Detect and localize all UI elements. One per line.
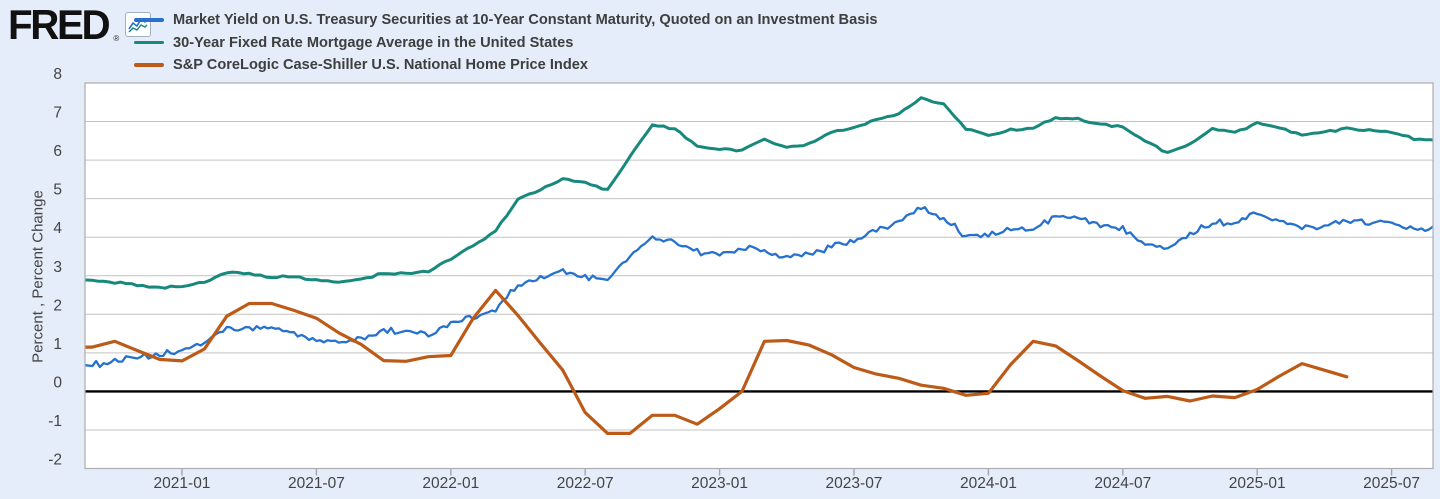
series-line-case-shiller-hpi — [85, 288, 1349, 435]
x-tick-label: 2025-07 — [1363, 475, 1420, 492]
legend-item-treasury-10y[interactable]: Market Yield on U.S. Treasury Securities… — [134, 9, 878, 31]
x-tick-label: 2024-01 — [960, 475, 1017, 492]
y-tick-label: -1 — [48, 413, 62, 430]
series-line-treasury-10y — [85, 206, 1433, 369]
y-tick-label: 3 — [53, 259, 62, 276]
x-tick-label: 2021-01 — [154, 475, 211, 492]
x-tick-label: 2025-01 — [1229, 475, 1286, 492]
x-tick-label: 2022-07 — [557, 475, 614, 492]
x-tick-label: 2023-01 — [691, 475, 748, 492]
series-line-mortgage-30y — [85, 96, 1433, 290]
x-tick-label: 2023-07 — [826, 475, 883, 492]
y-tick-label: 7 — [53, 105, 62, 122]
plot-border — [84, 82, 1434, 470]
legend: Market Yield on U.S. Treasury Securities… — [134, 9, 878, 76]
x-tick-label: 2021-07 — [288, 475, 345, 492]
legend-swatch-treasury-10y — [134, 18, 164, 22]
x-tick-label: 2022-01 — [422, 475, 479, 492]
legend-label-treasury-10y: Market Yield on U.S. Treasury Securities… — [173, 12, 878, 29]
legend-item-case-shiller[interactable]: S&P CoreLogic Case-Shiller U.S. National… — [134, 54, 878, 76]
legend-swatch-mortgage-30y — [134, 40, 164, 45]
fred-logo-registered-mark: ® — [113, 34, 120, 43]
y-tick-label: -2 — [48, 452, 62, 469]
y-tick-label: 1 — [53, 336, 62, 353]
y-axis-title: Percent , Percent Change — [29, 190, 47, 363]
y-tick-label: 5 — [53, 182, 62, 199]
y-tick-label: 4 — [53, 220, 62, 237]
legend-label-case-shiller: S&P CoreLogic Case-Shiller U.S. National… — [173, 56, 588, 73]
y-tick-label: 0 — [53, 374, 62, 391]
legend-swatch-case-shiller — [134, 63, 164, 67]
y-tick-label: 8 — [53, 66, 62, 83]
fred-logo-text: FRED — [8, 1, 111, 48]
x-tick-label: 2024-07 — [1094, 475, 1151, 492]
y-tick-label: 2 — [53, 297, 62, 314]
fred-sparkline-icon — [125, 12, 152, 37]
legend-label-mortgage-30y: 30-Year Fixed Rate Mortgage Average in t… — [173, 34, 574, 51]
y-tick-label: 6 — [53, 143, 62, 160]
fred-logo[interactable]: FRED ® — [8, 1, 152, 50]
legend-item-mortgage-30y[interactable]: 30-Year Fixed Rate Mortgage Average in t… — [134, 31, 878, 53]
